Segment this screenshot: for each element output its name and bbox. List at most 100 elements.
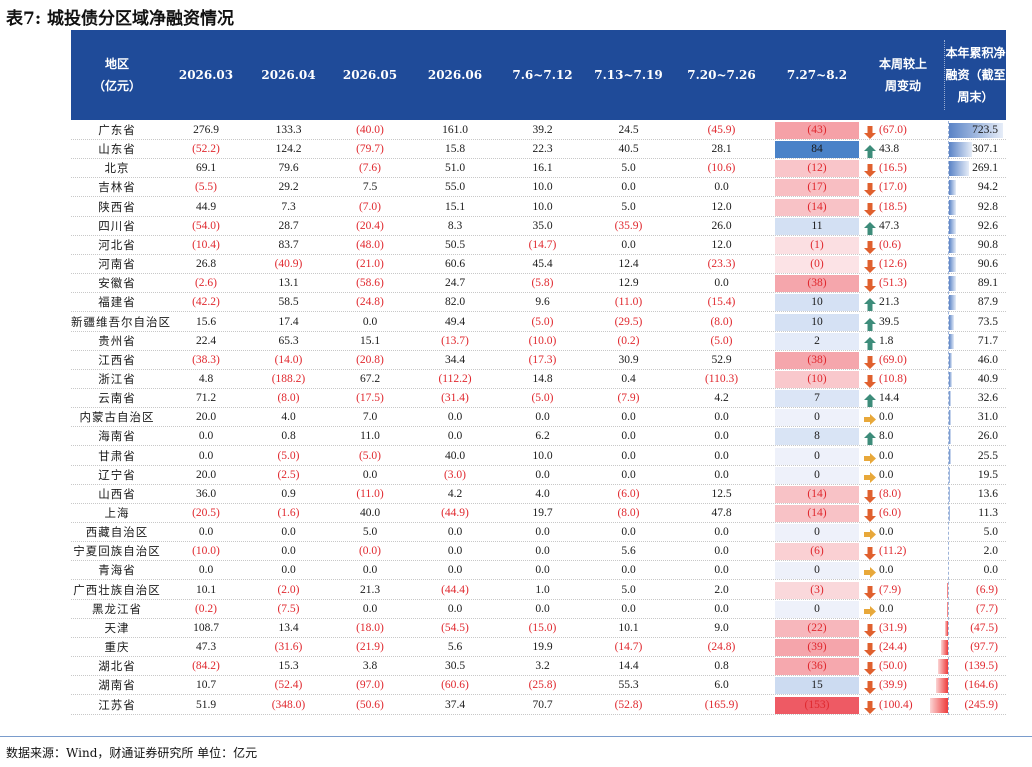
region-cell: 河北省: [98, 237, 136, 252]
value-cell: 0.0: [714, 430, 729, 443]
value-cell: 4.8: [198, 372, 214, 385]
table-row: 上海 (20.5) (1.6) 40.0 (44.9) 19.7 (8.0) 47.8 (14)…: [71, 504, 1006, 523]
value-cell: 28.1: [711, 143, 732, 156]
ytd-value: 40.9: [977, 372, 998, 385]
ytd-data-bar: [949, 486, 950, 502]
ytd-data-bar: [949, 371, 953, 387]
ytd-data-bar: [949, 199, 956, 215]
weekly-change-value: (8.0): [879, 487, 902, 500]
ytd-data-bar: [949, 410, 952, 426]
region-cell: 内蒙古自治区: [79, 410, 155, 425]
ytd-value: 46.0: [977, 353, 998, 366]
value-cell: (52.2): [192, 143, 220, 156]
header-cell-9: 本周较上 周变动: [861, 30, 945, 120]
value-cell: (5.0): [358, 449, 382, 462]
value-cell: 0.0: [535, 545, 550, 558]
value-cell: (79.7): [356, 143, 384, 156]
value-cell: (52.8): [614, 698, 643, 711]
region-cell: 海南省: [98, 429, 136, 444]
value-cell: 0.0: [447, 545, 463, 558]
value-cell: 0.0: [535, 468, 550, 481]
value-cell: (5.0): [531, 315, 554, 328]
arrow-down-icon: [864, 354, 876, 369]
table-row: 湖南省 10.7 (52.4) (97.0) (60.6) (25.8) 55.3 6.0 15…: [71, 676, 1006, 696]
ytd-value: 269.1: [972, 162, 998, 175]
value-cell: 36.0: [195, 487, 217, 500]
table-row: 辽宁省 20.0 (2.5) 0.0 (3.0) 0.0 0.0 0.0 0 0.0 19.5: [71, 466, 1006, 485]
region-cell: 辽宁省: [98, 467, 136, 482]
arrow-down-icon: [864, 507, 876, 522]
value-cell: 24.7: [444, 277, 466, 290]
ytd-data-bar: [949, 448, 951, 464]
arrow-right-icon: [864, 469, 876, 483]
value-cell: 35.0: [532, 219, 553, 232]
value-cell: 39.2: [532, 124, 553, 136]
ytd-data-bar: [947, 601, 948, 617]
ytd-value: (7.7): [975, 602, 998, 615]
ytd-data-bar: [940, 640, 948, 656]
value-cell: (40.9): [274, 258, 303, 271]
value-cell: (348.0): [271, 698, 306, 711]
value-cell: (2.5): [277, 468, 300, 481]
value-cell: (42.2): [192, 296, 220, 309]
value-cell: 0.0: [621, 449, 636, 462]
value-cell: 7.0: [362, 411, 378, 424]
current-week-cell: (10): [807, 372, 827, 385]
value-cell: 15.6: [195, 315, 217, 328]
table-row: 北京 69.1 79.6 (7.6) 51.0 16.1 5.0 (10.6) (12) (16.…: [71, 159, 1006, 179]
arrow-up-icon: [864, 220, 876, 235]
current-week-cell: (12): [807, 162, 827, 175]
arrow-right-icon: [864, 564, 876, 579]
heatmap-cell: [775, 466, 859, 484]
arrow-down-icon: [864, 488, 876, 503]
value-cell: (0.2): [617, 334, 640, 347]
region-cell: 西藏自治区: [85, 525, 149, 540]
arrow-up-icon: [864, 143, 876, 159]
ytd-value: (47.5): [970, 621, 998, 634]
value-cell: 4.0: [535, 487, 550, 500]
value-cell: 7.5: [362, 181, 378, 194]
ytd-data-bar: [949, 467, 951, 483]
arrow-up-icon: [864, 316, 876, 331]
value-cell: (24.8): [356, 296, 384, 309]
value-cell: 12.0: [711, 200, 732, 213]
value-cell: 0.0: [714, 449, 729, 462]
value-cell: (97.0): [356, 679, 384, 692]
ytd-value: 2.0: [983, 545, 998, 558]
value-cell: 10.0: [532, 449, 553, 462]
ytd-value: 90.8: [977, 238, 998, 251]
region-cell: 湖南省: [98, 678, 136, 693]
value-cell: 0.0: [714, 468, 729, 481]
current-week-cell: (0): [810, 258, 824, 271]
current-week-cell: 2: [814, 334, 820, 347]
region-cell: 宁夏回族自治区: [73, 544, 161, 559]
heatmap-cell: [775, 543, 859, 561]
heatmap-cell: [775, 217, 859, 235]
arrow-down-icon: [864, 660, 876, 676]
value-cell: 0.0: [362, 315, 378, 328]
value-cell: (44.9): [441, 507, 469, 519]
weekly-change-value: 0.0: [879, 411, 894, 424]
region-cell: 湖北省: [98, 659, 136, 674]
value-cell: 24.5: [618, 124, 639, 136]
value-cell: 10.7: [195, 679, 217, 692]
region-cell: 上海: [104, 506, 130, 520]
ytd-data-bar: [949, 276, 956, 292]
value-cell: (24.8): [707, 641, 736, 654]
value-cell: 47.3: [195, 641, 217, 654]
table-row: 海南省 0.0 0.8 11.0 0.0 6.2 0.0 0.0 8 8.0 26.0: [71, 427, 1006, 447]
heatmap-cell: [775, 409, 859, 427]
value-cell: (1.6): [277, 507, 300, 519]
value-cell: (7.9): [617, 392, 640, 405]
value-cell: 17.4: [278, 315, 299, 328]
heatmap-cell: [775, 370, 859, 388]
value-cell: 19.9: [532, 641, 553, 654]
current-week-cell: 10: [811, 315, 823, 328]
header-cell-8: 7.27~8.2: [786, 68, 848, 82]
heatmap-cell: [775, 275, 859, 293]
value-cell: 40.5: [618, 143, 639, 156]
table-row: 陕西省 44.9 7.3 (7.0) 15.1 10.0 5.0 12.0 (14) (18.5)…: [71, 198, 1006, 217]
value-cell: 0.0: [714, 564, 729, 577]
table-row: 重庆 47.3 (31.6) (21.9) 5.6 19.9 (14.7) (24.8) (39…: [71, 638, 1006, 658]
value-cell: (5.5): [194, 181, 218, 194]
